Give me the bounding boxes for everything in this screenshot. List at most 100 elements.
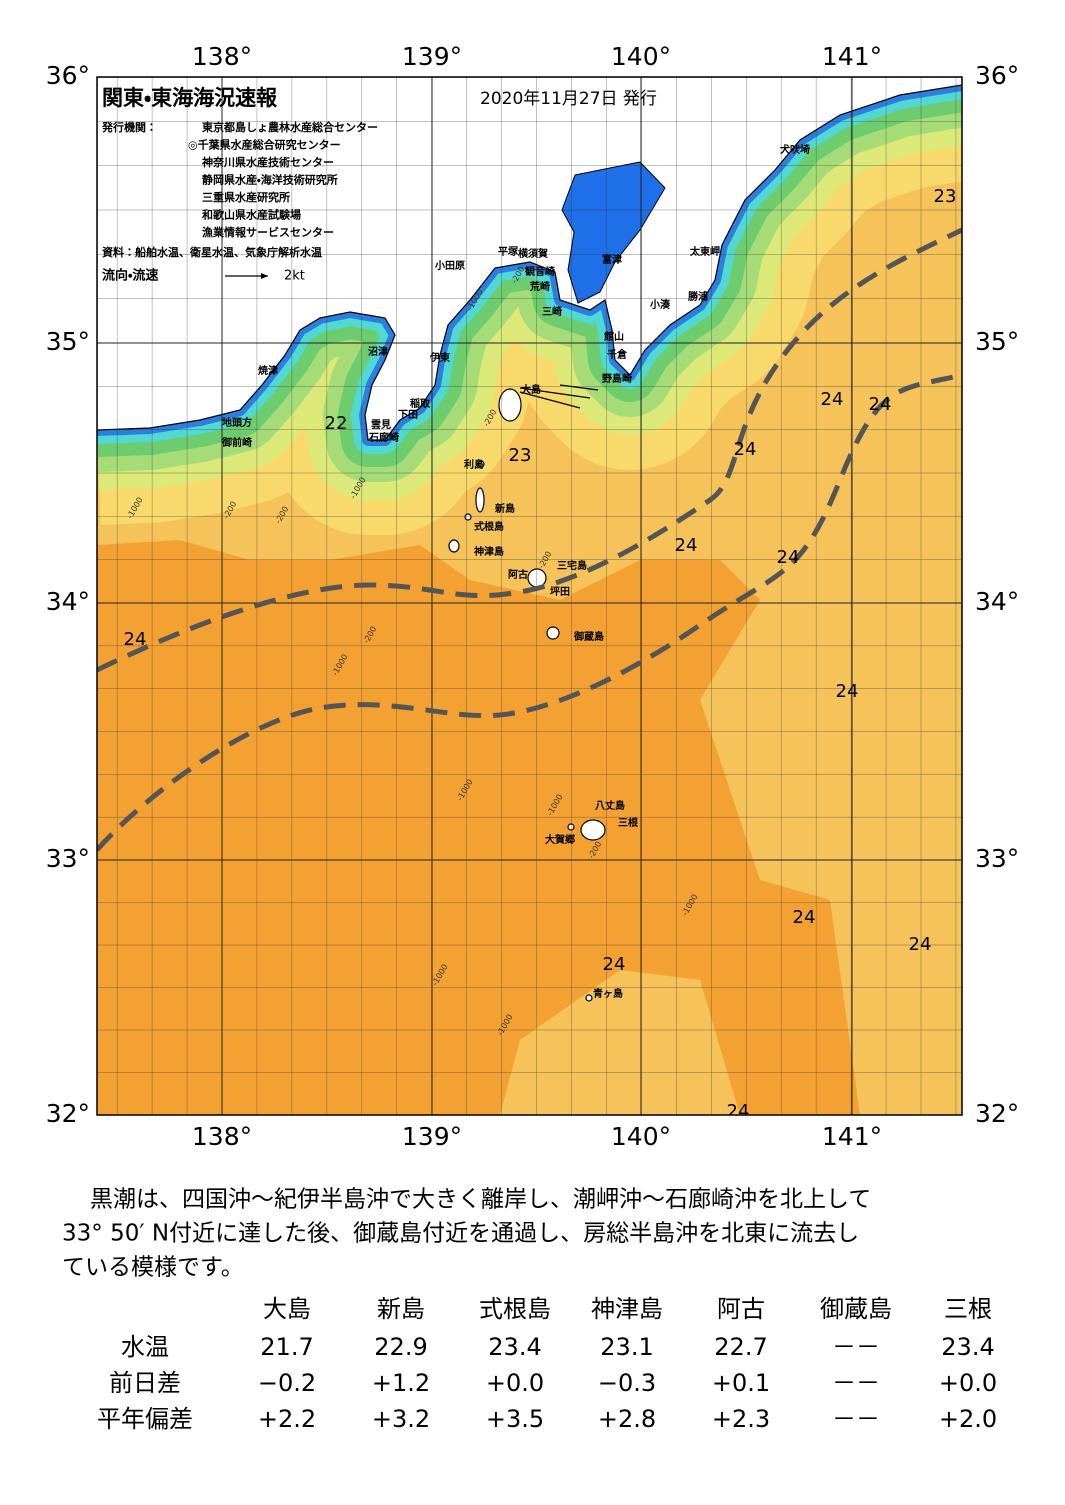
table-header: 御蔵島 <box>820 1295 892 1323</box>
isotherm-label: 24 <box>836 681 859 702</box>
place-name: 石廊崎 <box>368 431 399 444</box>
row-label: 前日差 <box>109 1369 181 1397</box>
place-name: 犬吠埼 <box>780 143 810 156</box>
table-cell: +2.3 <box>712 1405 770 1433</box>
table-cell: +0.1 <box>712 1369 770 1397</box>
issuer: 静岡県水産・海洋技術研究所 <box>202 173 338 187</box>
table-header: 三根 <box>944 1295 992 1323</box>
island <box>580 819 606 841</box>
issuer: 神奈川県水産技術センター <box>201 155 334 169</box>
lat-label: 34° <box>975 587 1019 616</box>
place-name: 阿古 <box>508 568 528 581</box>
table-cell: +3.5 <box>486 1405 544 1433</box>
place-name: 観音崎 <box>525 265 555 278</box>
isotherm-label: 24 <box>909 934 932 955</box>
table-cell: +2.0 <box>939 1405 997 1433</box>
table-cell: +3.2 <box>372 1405 430 1433</box>
lat-label: 32° <box>46 1099 90 1128</box>
lat-label: 36° <box>975 61 1019 90</box>
lat-label: 34° <box>46 587 90 616</box>
isotherm-label: 22 <box>325 413 348 434</box>
isotherm-label: 24 <box>727 1101 750 1122</box>
land <box>97 77 962 441</box>
kuroshio-path <box>97 372 962 852</box>
island <box>448 539 460 553</box>
table-cell: －－ <box>832 1333 880 1361</box>
issuer-label: 発行機関： <box>101 120 157 134</box>
table-cell: －－ <box>832 1405 880 1433</box>
place-name: 大島 <box>521 383 541 396</box>
place-name: 横須賀 <box>518 247 548 260</box>
issue-date: 2020年11月27日 発行 <box>480 89 657 109</box>
island <box>477 460 485 468</box>
isotherm-label: 24 <box>793 907 816 928</box>
table-cell: 23.1 <box>600 1333 653 1361</box>
lower-section: 黒潮は、四国沖～紀伊半島沖で大きく離岸し、潮岬沖～石廊崎沖を北上して 33° 50… <box>62 1187 997 1434</box>
isotherm-label: 24 <box>734 439 757 460</box>
island <box>567 823 575 831</box>
place-name: 利島 <box>464 458 484 471</box>
island <box>585 994 593 1002</box>
lon-label: 141° <box>822 1122 882 1151</box>
place-name: 三崎 <box>542 305 562 318</box>
issuer: 東京都島しょ農林水産総合センター <box>202 120 378 134</box>
lon-label: 140° <box>611 1122 671 1151</box>
table-cell: +1.2 <box>372 1369 430 1397</box>
title: 関東・東海海況速報 <box>102 86 278 110</box>
isotherm-label: 24 <box>675 535 698 556</box>
legend-speed: 2kt <box>284 269 305 284</box>
place-name: 坪田 <box>550 585 570 598</box>
place-name: 稲取 <box>410 397 431 410</box>
place-name: 大賀郷 <box>545 833 575 846</box>
table-cell: −0.2 <box>258 1369 316 1397</box>
description-line: 黒潮は、四国沖～紀伊半島沖で大きく離岸し、潮岬沖～石廊崎沖を北上して <box>90 1187 871 1213</box>
lon-label: 138° <box>192 42 252 71</box>
table-cell: 22.9 <box>374 1333 427 1361</box>
place-name: 雲見 <box>371 419 391 431</box>
tokyo-bay <box>561 161 666 304</box>
island <box>464 513 472 521</box>
description-line: 33° 50′ N付近に達した後、御蔵島付近を通過し、房総半島沖を北東に流去し <box>62 1221 859 1247</box>
table-header: 神津島 <box>591 1295 663 1323</box>
place-name: 小湊 <box>649 298 671 311</box>
table-header: 新島 <box>377 1295 425 1323</box>
table-cell: +2.2 <box>258 1405 316 1433</box>
table-cell: 22.7 <box>714 1333 767 1361</box>
isotherm-label: 24 <box>777 547 800 568</box>
place-name: 新島 <box>494 502 515 515</box>
place-name: 下田 <box>398 409 418 421</box>
isotherm-label: 24 <box>869 394 892 415</box>
lat-label: 35° <box>975 327 1019 356</box>
place-name: 館山 <box>603 330 624 343</box>
table-cell: －－ <box>832 1369 880 1397</box>
row-label: 平年偏差 <box>97 1405 193 1433</box>
table-cell: 23.4 <box>941 1333 994 1361</box>
current-arrows <box>519 384 599 409</box>
source: 資料：船舶水温、衛星水温、気象庁解析水温 <box>102 245 322 259</box>
place-name: 荒崎 <box>529 280 550 293</box>
lat-label: 33° <box>46 844 90 873</box>
table-cell: +2.8 <box>598 1405 656 1433</box>
lat-label: 33° <box>975 844 1019 873</box>
issuer: 和歌山県水産試験場 <box>202 208 301 222</box>
sea-mid <box>500 970 740 1115</box>
island <box>498 388 522 422</box>
place-name: 三宅島 <box>557 559 587 572</box>
isotherm-label: 23 <box>934 186 957 207</box>
place-name: 式根島 <box>474 520 504 533</box>
lon-label: 139° <box>402 42 462 71</box>
table-cell: +0.0 <box>486 1369 544 1397</box>
place-name: 八丈島 <box>595 799 625 812</box>
legend-label: 流向・流速 <box>102 268 158 284</box>
place-name: 野島崎 <box>602 372 632 385</box>
place-name: 焼津 <box>258 364 278 377</box>
kuroshio <box>97 227 962 852</box>
island <box>546 626 560 640</box>
place-name: 御蔵島 <box>573 630 604 643</box>
table-header: 阿古 <box>717 1295 765 1323</box>
place-name: 地頭方 <box>222 416 252 429</box>
table-cell: 23.4 <box>488 1333 541 1361</box>
issuer: 三重県水産研究所 <box>202 190 290 204</box>
place-name: 千倉 <box>607 348 628 361</box>
